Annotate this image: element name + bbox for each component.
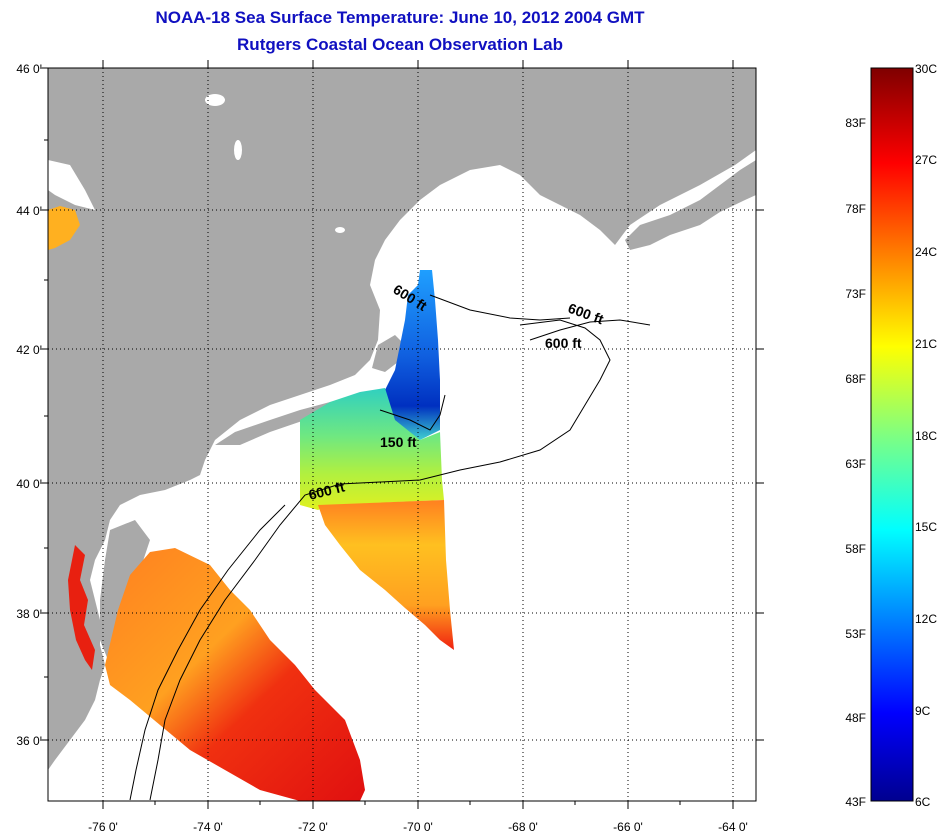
- lat-label: 36 0': [16, 734, 42, 748]
- colorbar-c-label: 21C: [915, 337, 938, 351]
- sst-swath-mid: [300, 388, 444, 510]
- lat-label: 42 0': [16, 343, 42, 357]
- contour-label: 600 ft: [545, 335, 582, 351]
- lon-label: -72 0': [298, 820, 328, 834]
- lon-label: -64 0': [718, 820, 748, 834]
- lat-label: 44 0': [16, 204, 42, 218]
- colorbar-c-label: 30C: [915, 62, 938, 76]
- inland-lake: [234, 140, 242, 160]
- colorbar-f-label: 63F: [845, 457, 866, 471]
- chesapeake-bay: [68, 545, 95, 670]
- contour-label: 150 ft: [380, 434, 417, 450]
- sst-swath-southwest: [105, 548, 365, 801]
- lon-label: -76 0': [88, 820, 118, 834]
- colorbar-c-label: 6C: [915, 795, 931, 809]
- colorbar-f-label: 53F: [845, 627, 866, 641]
- colorbar-f-label: 68F: [845, 372, 866, 386]
- colorbar-f-label: 73F: [845, 287, 866, 301]
- colorbar-f-label: 48F: [845, 711, 866, 725]
- colorbar-f-label: 83F: [845, 116, 866, 130]
- inland-lake: [205, 94, 225, 106]
- lon-label: -68 0': [508, 820, 538, 834]
- inland-lake: [335, 227, 345, 233]
- contour-line: [379, 394, 446, 431]
- map-title: NOAA-18 Sea Surface Temperature: June 10…: [155, 8, 645, 27]
- contour-line: [529, 319, 651, 341]
- colorbar: [870, 67, 914, 802]
- colorbar-c-label: 18C: [915, 429, 938, 443]
- contour-line: [429, 294, 571, 321]
- colorbar-c-label: 24C: [915, 245, 938, 259]
- colorbar-c-label: 9C: [915, 704, 931, 718]
- colorbar-f-label: 43F: [845, 795, 866, 809]
- lon-label: -74 0': [193, 820, 223, 834]
- colorbar-c-label: 27C: [915, 153, 938, 167]
- lake-ontario: [48, 206, 80, 250]
- contour-line: [149, 319, 611, 801]
- map-subtitle: Rutgers Coastal Ocean Observation Lab: [237, 35, 563, 54]
- lon-label: -70 0': [403, 820, 433, 834]
- lon-label: -66 0': [613, 820, 643, 834]
- colorbar-f-label: 78F: [845, 202, 866, 216]
- lat-label: 40 0': [16, 477, 42, 491]
- land-long-island: [215, 398, 350, 445]
- land-nova-scotia: [625, 160, 756, 250]
- map-frame: [47, 67, 757, 802]
- lat-label: 38 0': [16, 607, 42, 621]
- colorbar-f-label: 58F: [845, 542, 866, 556]
- contour-line: [129, 504, 286, 801]
- colorbar-c-label: 15C: [915, 520, 938, 534]
- lake-ontario-shore: [48, 160, 95, 210]
- land-mainland: [48, 68, 756, 770]
- lat-label: 46 0': [16, 62, 42, 76]
- colorbar-c-label: 12C: [915, 612, 938, 626]
- sst-swath-north: [380, 270, 440, 440]
